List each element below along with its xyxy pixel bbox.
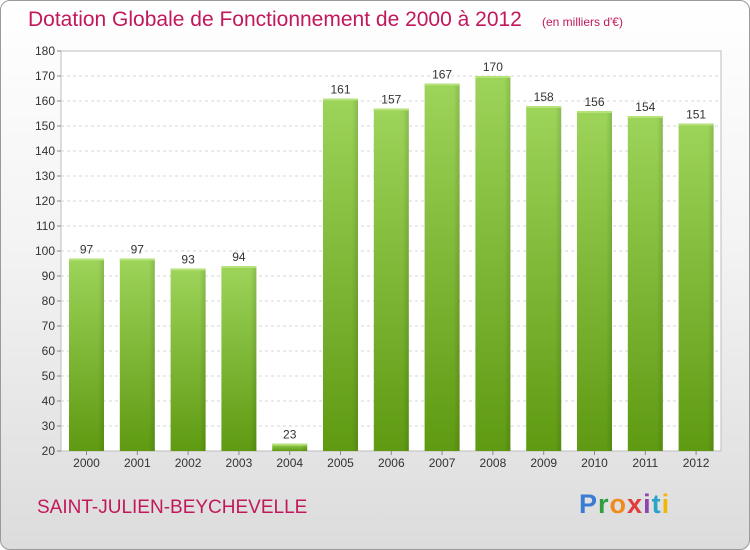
y-tick-label: 60 — [42, 344, 56, 358]
bar-top-highlight — [678, 123, 714, 126]
x-tick-label: 2010 — [581, 456, 608, 470]
y-tick-label: 140 — [35, 144, 55, 158]
bar-2004 — [272, 443, 308, 451]
proxiti-logo: Proxiti — [579, 489, 670, 520]
x-tick-label: 2005 — [327, 456, 354, 470]
bar-top-highlight — [221, 266, 257, 268]
bar-value-label: 154 — [635, 100, 655, 114]
x-axis: 2000 2001 2002 2003 2004 2005 2006 2007 2008 2009… — [73, 451, 710, 470]
bar-value-label: 158 — [534, 90, 554, 104]
bar-value-label: 94 — [232, 250, 246, 264]
x-tick-label: 2001 — [124, 456, 151, 470]
bar-shade — [606, 111, 612, 451]
bar-value-label: 157 — [381, 93, 401, 107]
chart-subtitle: (en milliers d'€) — [542, 15, 623, 29]
bar-value-label: 151 — [686, 108, 706, 122]
bar-top-highlight — [373, 108, 409, 111]
y-axis: 20 30 40 50 60 70 80 90 100 110 120 130 140 150 160 170… — [35, 44, 61, 458]
bar-shade — [453, 83, 460, 451]
bar-shade — [352, 98, 358, 451]
bar-top-highlight — [577, 111, 612, 113]
bar-shade — [656, 116, 663, 451]
y-tick-label: 40 — [42, 394, 56, 408]
bar-top-highlight — [69, 258, 104, 261]
bar-top-highlight — [627, 116, 663, 118]
bar-value-label: 167 — [432, 68, 452, 82]
bar-shade — [301, 443, 308, 451]
x-tick-label: 2012 — [683, 456, 710, 470]
y-tick-label: 90 — [42, 269, 56, 283]
bar-shade — [707, 123, 714, 451]
logo-letter: o — [609, 489, 628, 519]
y-tick-label: 50 — [42, 369, 56, 383]
y-tick-label: 80 — [42, 294, 56, 308]
x-tick-label: 2002 — [175, 456, 202, 470]
chart-title: Dotation Globale de Fonctionnement de 20… — [28, 8, 522, 31]
y-tick-label: 110 — [36, 219, 55, 233]
bar-value-label: 97 — [131, 243, 145, 257]
y-tick-label: 20 — [42, 444, 56, 458]
logo-letter: t — [651, 489, 662, 519]
y-tick-label: 150 — [35, 119, 55, 133]
y-tick-label: 120 — [35, 194, 55, 208]
x-tick-label: 2008 — [480, 456, 507, 470]
y-tick-label: 130 — [35, 169, 55, 183]
x-tick-label: 2009 — [530, 456, 557, 470]
bar-top-highlight — [323, 98, 358, 101]
logo-letter: x — [627, 489, 644, 519]
bar-shade — [504, 76, 511, 451]
bar-top-highlight — [424, 83, 460, 86]
x-tick-label: 2007 — [429, 456, 456, 470]
commune-name: SAINT-JULIEN-BEYCHEVELLE — [37, 497, 308, 518]
x-tick-label: 2003 — [226, 456, 253, 470]
x-tick-label: 2006 — [378, 456, 405, 470]
y-tick-label: 160 — [35, 94, 55, 108]
x-tick-label: 2000 — [73, 456, 100, 470]
bar-top-highlight — [475, 76, 511, 78]
bar-top-highlight — [119, 258, 155, 261]
bar-shade — [555, 106, 562, 451]
bar-value-label: 170 — [483, 60, 503, 74]
bar-top-highlight — [170, 268, 206, 271]
bar-top-highlight — [526, 106, 562, 108]
bar-shade — [402, 108, 409, 451]
y-tick-label: 180 — [35, 44, 55, 58]
bar-value-label: 23 — [283, 428, 297, 442]
bar-value-label: 97 — [80, 243, 94, 257]
logo-letter: i — [643, 489, 652, 519]
y-tick-label: 100 — [35, 244, 55, 258]
bar-value-label: 93 — [181, 253, 195, 267]
y-tick-label: 170 — [35, 69, 55, 83]
bar-value-label: 161 — [330, 83, 350, 97]
bar-top-highlight — [272, 443, 308, 446]
x-tick-label: 2011 — [632, 456, 658, 470]
bar-shade — [98, 258, 104, 451]
bar-shade — [250, 266, 257, 451]
logo-letter: P — [579, 489, 599, 519]
x-tick-label: 2004 — [276, 456, 303, 470]
logo-letter: i — [661, 489, 671, 519]
logo-letter: r — [598, 489, 610, 519]
y-tick-label: 30 — [42, 419, 56, 433]
bar-value-label: 156 — [584, 95, 604, 109]
bar-shade — [199, 268, 206, 451]
bars: 97 97 93 94 23 161 157 167 170 158 156 154 151 — [69, 60, 714, 451]
y-tick-label: 70 — [42, 319, 56, 333]
bar-shade — [148, 258, 155, 451]
